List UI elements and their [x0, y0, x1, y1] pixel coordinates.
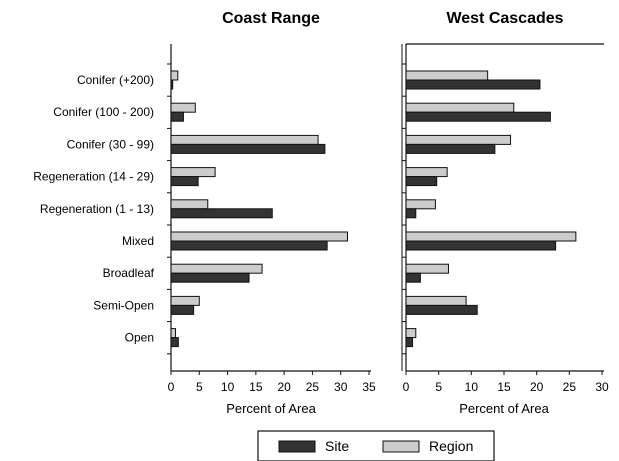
bar-west-cascades-site-semi-open: [405, 304, 478, 315]
bar-west-cascades-site-regeneration-14-29: [405, 176, 438, 187]
x-tick-label-coast-range: 30: [334, 380, 348, 394]
chart-title-west-cascades: West Cascades: [446, 10, 563, 27]
bar-west-cascades-region-conifer-30-99: [405, 134, 512, 145]
x-axis-label-coast-range: Percent of Area: [226, 401, 316, 416]
category-label-broadleaf: Broadleaf: [103, 266, 155, 280]
x-axis-label-west-cascades: Percent of Area: [459, 401, 549, 416]
bar-west-cascades-region-broadleaf: [405, 263, 449, 274]
x-tick-label-west-cascades: 15: [497, 380, 511, 394]
coast-range-panel: 0 5 10 15 20 25 30 35: [167, 44, 376, 394]
west-cascades-panel: 0 5 10 15 20 25 30: [401, 43, 609, 394]
legend: Site Region: [257, 430, 495, 461]
x-tick-label-west-cascades: 0: [403, 380, 410, 394]
legend-label-site: Site: [325, 438, 349, 454]
bar-west-cascades-region-conifer-100-200: [405, 102, 515, 113]
x-tick-label-coast-range: 0: [168, 380, 175, 394]
x-tick-label-west-cascades: 5: [435, 380, 442, 394]
bar-coast-range-region-open: [170, 328, 177, 339]
x-tick-label-coast-range: 20: [277, 380, 291, 394]
category-label-open: Open: [125, 331, 154, 345]
x-tick-label-coast-range: 25: [306, 380, 320, 394]
bar-west-cascades-site-conifer-30-99: [405, 143, 496, 154]
bar-coast-range-region-conifer-100-200: [170, 102, 196, 113]
bar-west-cascades-site-regeneration-1-13: [405, 208, 417, 219]
bar-west-cascades-site-mixed: [405, 240, 557, 251]
legend-swatch-site: [278, 440, 316, 453]
bar-west-cascades-site-conifer-100-200: [405, 111, 551, 122]
x-tick-label-west-cascades: 25: [563, 380, 577, 394]
category-label-mixed: Mixed: [122, 234, 154, 248]
bar-coast-range-site-open: [170, 337, 179, 348]
category-label-semi-open: Semi-Open: [93, 298, 154, 312]
bar-west-cascades-region-mixed: [405, 231, 577, 242]
x-tick-label-west-cascades: 20: [530, 380, 544, 394]
x-tick-label-west-cascades: 30: [595, 380, 609, 394]
bar-coast-range-site-semi-open: [170, 304, 195, 315]
x-tick-label-coast-range: 35: [362, 380, 376, 394]
bar-coast-range-region-regeneration-14-29: [170, 167, 216, 178]
bar-west-cascades-region-regeneration-14-29: [405, 167, 448, 178]
legend-swatch-region: [382, 440, 420, 453]
bar-coast-range-site-regeneration-14-29: [170, 176, 199, 187]
bar-west-cascades-region-regeneration-1-13: [405, 199, 436, 210]
bar-coast-range-site-broadleaf: [170, 272, 250, 283]
category-label-regeneration-1-13: Regeneration (1 - 13): [40, 202, 154, 216]
category-label-regeneration-14-29: Regeneration (14 - 29): [33, 170, 154, 184]
bar-coast-range-region-broadleaf: [170, 263, 263, 274]
bar-coast-range-region-mixed: [170, 231, 349, 242]
bar-coast-range-site-conifer-100-200: [170, 111, 184, 122]
bar-coast-range-region-semi-open: [170, 295, 200, 306]
x-tick-label-coast-range: 10: [221, 380, 235, 394]
bar-west-cascades-site-open: [405, 337, 414, 348]
legend-label-region: Region: [429, 438, 473, 454]
bar-coast-range-region-conifer-200: [170, 70, 179, 81]
legend-box: [257, 430, 495, 461]
bar-coast-range-site-conifer-30-99: [170, 143, 326, 154]
x-tick-label-west-cascades: 10: [465, 380, 479, 394]
bar-coast-range-site-conifer-200: [170, 79, 174, 90]
bar-west-cascades-region-open: [405, 328, 417, 339]
bar-coast-range-region-regeneration-1-13: [170, 199, 209, 210]
category-label-conifer-200: Conifer (+200): [77, 73, 154, 87]
bar-west-cascades-region-conifer-200: [405, 70, 489, 81]
bar-coast-range-site-mixed: [170, 240, 328, 251]
bar-coast-range-site-regeneration-1-13: [170, 208, 273, 219]
bar-west-cascades-site-broadleaf: [405, 272, 421, 283]
category-label-conifer-30-99: Conifer (30 - 99): [67, 137, 154, 151]
bar-west-cascades-region-semi-open: [405, 295, 467, 306]
category-labels: Conifer (+200) Conifer (100 - 200) Conifer…: [33, 73, 154, 345]
bar-coast-range-region-conifer-30-99: [170, 134, 319, 145]
x-tick-label-coast-range: 15: [249, 380, 263, 394]
x-tick-label-coast-range: 5: [196, 380, 203, 394]
bar-west-cascades-site-conifer-200: [405, 79, 541, 90]
category-label-conifer-100-200: Conifer (100 - 200): [53, 105, 154, 119]
chart-title-coast-range: Coast Range: [222, 10, 320, 27]
